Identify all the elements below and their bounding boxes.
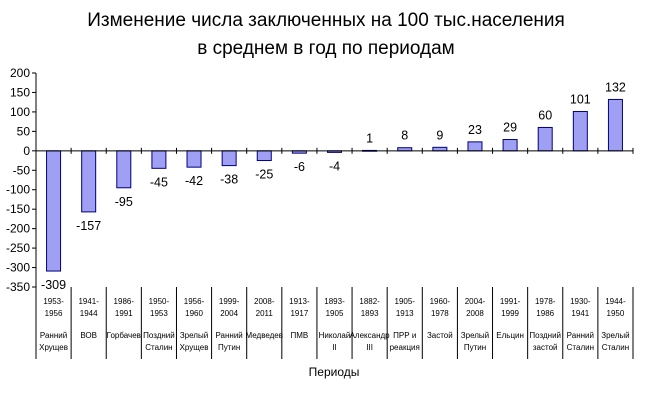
data-label: -95 (115, 195, 133, 209)
data-label: -38 (220, 173, 238, 187)
category-name-label: Поздний Сталин (143, 331, 175, 352)
y-tick-label: 150 (10, 85, 30, 99)
category-name-label: Александр III (350, 331, 391, 352)
bar (116, 150, 132, 189)
chart-title: Изменение числа заключенных на 100 тыс.н… (87, 10, 565, 59)
bar (607, 98, 623, 152)
bar (81, 150, 97, 213)
bar (467, 141, 483, 152)
category-name-label: Поздний застой (529, 331, 561, 352)
data-label: 23 (468, 123, 482, 137)
bar (221, 150, 237, 167)
bar (537, 126, 553, 152)
axes-group (35, 73, 634, 359)
category-period-label: 1978-1986 (535, 297, 556, 318)
y-tick-label: 100 (10, 105, 30, 119)
category-period-label: 1882-1893 (359, 297, 380, 318)
data-labels-group: -309 -157 -95 -45 -42 -38 -25 -6 -4 1 8 9 23 29 60 101 1… (41, 80, 626, 292)
category-name-label: ПРР и реакция (390, 331, 420, 352)
category-name-label: Застой (427, 331, 453, 340)
x-axis-label: Периоды (309, 365, 360, 379)
category-name-label: Медведев (246, 331, 284, 340)
category-name-label: Зрелый Сталин (601, 331, 629, 352)
y-ticks-group: 200 150 100 50 0 -50 -100 -150 -200 -250 -300 -350 (6, 66, 36, 294)
data-label: -25 (255, 168, 273, 182)
data-label: -42 (185, 174, 203, 188)
bar (186, 150, 202, 168)
category-name-label: Ельцин (496, 331, 524, 340)
bar (256, 150, 272, 162)
y-tick-label: -100 (6, 183, 30, 197)
y-tick-label: -250 (6, 241, 30, 255)
bar (46, 150, 62, 272)
category-period-label: 1960-1978 (430, 297, 451, 318)
category-period-label: 2008-2011 (254, 297, 275, 318)
bar (432, 146, 448, 152)
category-name-label: Ранний Путин (215, 331, 242, 352)
category-name-label: Зрелый Хрущев (180, 331, 209, 352)
data-label: 101 (570, 93, 591, 107)
category-period-label: 1905-1913 (395, 297, 416, 318)
y-tick-label: -150 (6, 202, 30, 216)
y-tick-label: -50 (13, 163, 31, 177)
data-label: 29 (503, 121, 517, 135)
data-label: 132 (605, 80, 626, 94)
y-tick-label: -350 (6, 280, 30, 294)
category-name-label: ПМВ (291, 331, 309, 340)
data-label: -309 (41, 278, 66, 292)
y-tick-label: 50 (17, 124, 31, 138)
category-period-label: 1944-1950 (605, 297, 626, 318)
category-period-label: 2004-2008 (465, 297, 486, 318)
category-period-label: 1999-2004 (219, 297, 240, 318)
category-period-label: 1956-1960 (184, 297, 205, 318)
category-name-label: Зрелый Путин (461, 331, 489, 352)
data-label: 1 (366, 131, 373, 145)
category-period-label: 1953-1956 (43, 297, 64, 318)
category-name-label: Ранний Хрущев (39, 331, 68, 352)
category-name-label: Горбачев (107, 331, 141, 340)
chart-title-line: в среднем в год по периодам (197, 38, 455, 59)
y-tick-label: 0 (23, 144, 30, 158)
category-name-label: Ранний Сталин (567, 331, 594, 352)
category-period-label: 1991-1999 (500, 297, 521, 318)
data-label: 8 (401, 129, 408, 143)
category-period-label: 1941-1944 (78, 297, 99, 318)
y-tick-label: 200 (10, 66, 30, 80)
data-label: 60 (538, 108, 552, 122)
data-label: -45 (150, 175, 168, 189)
data-label: -4 (329, 159, 340, 173)
category-period-label: 1986-1991 (114, 297, 135, 318)
bar (572, 111, 588, 152)
data-label: 9 (436, 128, 443, 142)
y-tick-label: -200 (6, 222, 30, 236)
category-period-label: 1930-1941 (570, 297, 591, 318)
category-period-label: 1950-1953 (149, 297, 170, 318)
y-tick-label: -300 (6, 261, 30, 275)
category-labels-group: 1953-1956 Ранний Хрущев 1941-1944 ВОВ 1986-19… (39, 297, 630, 352)
category-name-label: Николай II (319, 331, 351, 352)
data-label: -6 (294, 160, 305, 174)
category-period-label: 1913-1917 (289, 297, 310, 318)
bar (502, 139, 518, 152)
bars-group (46, 98, 623, 272)
chart-title-line: Изменение числа заключенных на 100 тыс.н… (87, 10, 565, 31)
bar (151, 150, 167, 169)
category-period-label: 1893-1905 (324, 297, 345, 318)
category-name-label: ВОВ (80, 331, 97, 340)
data-label: -157 (76, 219, 101, 233)
